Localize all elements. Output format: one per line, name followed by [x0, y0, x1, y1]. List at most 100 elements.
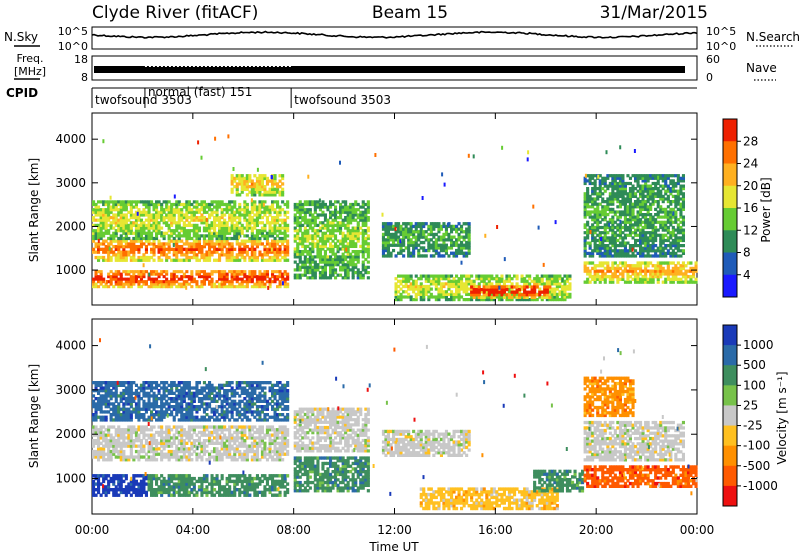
- echo-cell: [437, 246, 441, 250]
- echo-cell: [588, 254, 592, 258]
- echo-cell: [170, 210, 174, 214]
- echo-cell: [92, 285, 96, 289]
- echo-cell: [281, 239, 285, 243]
- echo-cell: [442, 284, 446, 289]
- echo-cell: [134, 275, 138, 279]
- echo-cell: [114, 253, 118, 257]
- echo-cell: [613, 197, 617, 201]
- echo-cell: [399, 248, 403, 253]
- echo-cell: [641, 251, 645, 255]
- echo-cell: [107, 253, 111, 257]
- echo-cell: [419, 274, 423, 278]
- echo-cell: [185, 280, 189, 284]
- echo-cell: [344, 268, 348, 272]
- echo-cell: [331, 268, 335, 272]
- echo-cell: [666, 272, 670, 276]
- echo-cell: [124, 270, 128, 274]
- echo-cell: [112, 200, 116, 204]
- echo-cell: [190, 210, 194, 214]
- echo-cell: [182, 285, 186, 289]
- echo-cell: [162, 242, 166, 246]
- echo-cell: [331, 257, 335, 262]
- echo-cell: [167, 285, 171, 289]
- echo-cell: [129, 221, 133, 225]
- echo-cell: [132, 282, 136, 286]
- echo-cell: [424, 277, 428, 281]
- echo-cell: [273, 187, 277, 191]
- echo-cell: [112, 236, 116, 241]
- echo-cell: [639, 176, 643, 180]
- echo-cell: [225, 202, 229, 207]
- echo-cell: [210, 285, 214, 289]
- echo-cell: [150, 226, 154, 230]
- echo-cell: [621, 200, 625, 204]
- echo-cell: [255, 210, 259, 214]
- echo-cell: [147, 226, 151, 230]
- echo-cell: [114, 202, 118, 207]
- echo-cell: [172, 275, 176, 279]
- echo-cell: [215, 200, 219, 204]
- echo-cell: [306, 276, 310, 280]
- echo-cell: [228, 202, 232, 207]
- echo-speck: [672, 211, 675, 216]
- echo-cell: [636, 251, 640, 255]
- echo-cell: [139, 226, 143, 230]
- echo-cell: [248, 185, 252, 189]
- echo-cell: [628, 176, 632, 180]
- echo-cell: [465, 251, 469, 255]
- echo-cell: [248, 236, 252, 241]
- echo-cell: [583, 264, 587, 268]
- echo-cell: [313, 255, 317, 259]
- echo-cell: [213, 223, 217, 227]
- echo-cell: [150, 231, 154, 235]
- echo-cell: [134, 231, 138, 235]
- echo-cell: [321, 226, 325, 230]
- echo-cell: [313, 208, 317, 212]
- echo-cell: [94, 282, 98, 286]
- echo-cell: [197, 270, 201, 274]
- echo-cell: [480, 295, 484, 299]
- echo-cell: [601, 213, 605, 217]
- echo-cell: [268, 277, 272, 281]
- echo-cell: [500, 274, 504, 278]
- echo-speck: [252, 188, 255, 192]
- echo-cell: [538, 279, 542, 283]
- echo-cell: [308, 234, 312, 238]
- echo-cell: [185, 223, 189, 227]
- echo-cell: [679, 272, 683, 276]
- echo-cell: [452, 284, 456, 289]
- echo-cell: [271, 226, 275, 230]
- echo-cell: [525, 290, 529, 294]
- echo-cell: [681, 174, 685, 178]
- echo-cell: [218, 218, 222, 222]
- echo-cell: [588, 179, 592, 183]
- echo-cell: [139, 270, 143, 274]
- echo-cell: [583, 236, 587, 240]
- echo-cell: [195, 270, 199, 274]
- echo-cell: [250, 270, 254, 274]
- echo-cell: [195, 236, 199, 241]
- echo-cell: [283, 239, 287, 243]
- echo-cell: [676, 277, 680, 281]
- echo-cell: [296, 236, 300, 241]
- noise-tick-high-right: 10^5: [706, 25, 736, 38]
- echo-cell: [235, 176, 239, 181]
- echo-cell: [364, 218, 368, 222]
- echo-cell: [202, 253, 206, 257]
- echo-cell: [583, 197, 587, 201]
- echo-cell: [92, 277, 96, 281]
- echo-cell: [271, 258, 275, 262]
- echo-cell: [215, 236, 219, 241]
- echo-cell: [248, 221, 252, 225]
- echo-cell: [334, 213, 338, 217]
- echo-cell: [250, 255, 254, 260]
- echo-cell: [109, 275, 113, 279]
- echo-cell: [616, 215, 620, 219]
- echo-cell: [187, 247, 191, 251]
- echo-cell: [560, 287, 564, 291]
- echo-cell: [399, 298, 403, 302]
- echo-cell: [218, 226, 222, 230]
- echo-cell: [255, 280, 259, 284]
- echo-cell: [628, 202, 632, 206]
